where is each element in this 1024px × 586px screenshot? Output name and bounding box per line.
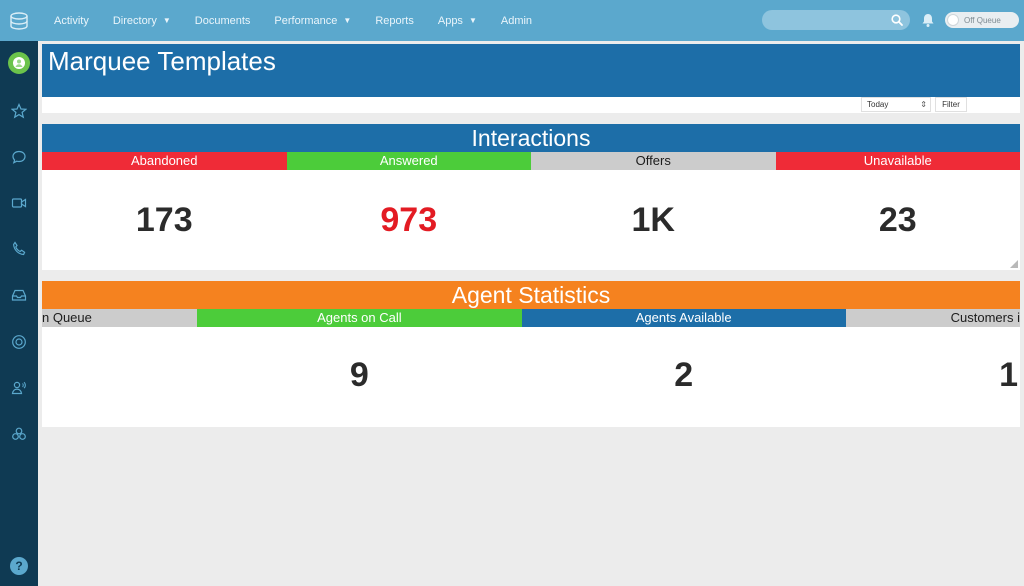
select-arrows-icon: ⇕	[920, 100, 927, 109]
date-range-select[interactable]: Today ⇕	[861, 97, 931, 112]
video-icon[interactable]	[10, 194, 28, 212]
nav-reports-label: Reports	[375, 14, 414, 27]
queue-toggle[interactable]: Off Queue	[945, 12, 1019, 28]
interactions-value-answered: 973	[380, 200, 438, 239]
agent-statistics-column-headers: n Queue Agents on Call Agents Available Cus…	[42, 309, 1020, 327]
agent-statistics-header-agents-on-call: Agents on Call	[197, 309, 522, 327]
interactions-values: 173 973 1K 23	[42, 170, 1020, 270]
agent-voice-icon[interactable]	[10, 379, 28, 397]
notification-icon[interactable]	[921, 12, 935, 28]
search-icon[interactable]	[890, 13, 904, 27]
interactions-header-answered: Answered	[286, 152, 531, 170]
chevron-down-icon: ▼	[343, 16, 352, 25]
agent-statistics-header-agents-available: Agents Available	[521, 309, 846, 327]
agent-statistics-values: 9 2 1	[42, 327, 1020, 423]
interactions-column-headers: Abandoned Answered Offers Unavailable	[42, 152, 1020, 170]
app-logo-icon[interactable]	[0, 0, 38, 41]
interactions-value-unavailable: 23	[878, 200, 917, 239]
queue-toggle-label: Off Queue	[964, 15, 1001, 25]
chevron-down-icon: ▼	[162, 16, 171, 25]
nav-admin[interactable]: Admin	[489, 0, 544, 41]
agent-statistics-value-customers-i: 1	[999, 355, 1019, 394]
nav-reports[interactable]: Reports	[363, 0, 426, 41]
chevron-down-icon: ▼	[468, 16, 477, 25]
agent-statistics-header-n-queue: n Queue	[42, 309, 198, 327]
star-icon[interactable]	[10, 102, 28, 120]
nav-apps[interactable]: Apps ▼	[426, 0, 489, 41]
nav-documents-label: Documents	[194, 14, 251, 27]
nav-admin-label: Admin	[500, 14, 533, 27]
toggle-knob	[947, 14, 959, 26]
interactions-panel: Interactions Abandoned Answered Offers Unav…	[42, 124, 1020, 270]
integrations-icon[interactable]	[10, 425, 28, 443]
agent-statistics-header-customers-i: Customers i	[845, 309, 1020, 327]
agent-statistics-title: Agent Statistics	[42, 281, 1020, 309]
nav-performance[interactable]: Performance ▼	[262, 0, 363, 41]
nav-activity[interactable]: Activity	[42, 0, 101, 41]
filter-row: Today ⇕ Filter	[42, 97, 1020, 113]
user-icon	[13, 57, 25, 69]
agent-statistics-panel: Agent Statistics n Queue Agents on Call Ag…	[42, 281, 1020, 427]
help-icon[interactable]: ?	[10, 557, 28, 575]
resize-handle-icon[interactable]	[1010, 260, 1018, 268]
page-title: Marquee Templates	[48, 46, 276, 76]
nav-performance-label: Performance	[274, 14, 338, 27]
phone-icon[interactable]	[10, 240, 28, 258]
agent-statistics-value-agents-on-call: 9	[349, 355, 369, 394]
filter-button[interactable]: Filter	[935, 97, 967, 112]
nav-apps-label: Apps	[437, 14, 463, 27]
nav-directory[interactable]: Directory ▼	[101, 0, 183, 41]
inbox-icon[interactable]	[10, 286, 28, 304]
main-nav: Activity Directory ▼ Documents Performanc…	[42, 0, 544, 41]
interactions-header-unavailable: Unavailable	[775, 152, 1020, 170]
agent-statistics-value-agents-available: 2	[674, 355, 694, 394]
chat-icon[interactable]	[10, 148, 28, 166]
interactions-value-abandoned: 173	[135, 200, 193, 239]
sidebar: ?	[0, 41, 38, 586]
nav-activity-label: Activity	[54, 14, 89, 27]
nav-directory-label: Directory	[112, 14, 157, 27]
interactions-title: Interactions	[42, 124, 1020, 152]
search-input[interactable]	[762, 10, 910, 30]
interactions-value-offers: 1K	[631, 200, 675, 239]
page-title-bar: Marquee Templates	[42, 44, 1020, 97]
main-content: Marquee Templates Today ⇕ Filter Interac…	[38, 41, 1024, 586]
interactions-header-abandoned: Abandoned	[42, 152, 287, 170]
nav-documents[interactable]: Documents	[183, 0, 263, 41]
lifebuoy-icon[interactable]	[10, 333, 28, 351]
date-range-value: Today	[867, 100, 889, 109]
interactions-header-offers: Offers	[531, 152, 776, 170]
avatar[interactable]	[8, 52, 30, 74]
top-navigation-bar: Activity Directory ▼ Documents Performanc…	[0, 0, 1024, 41]
